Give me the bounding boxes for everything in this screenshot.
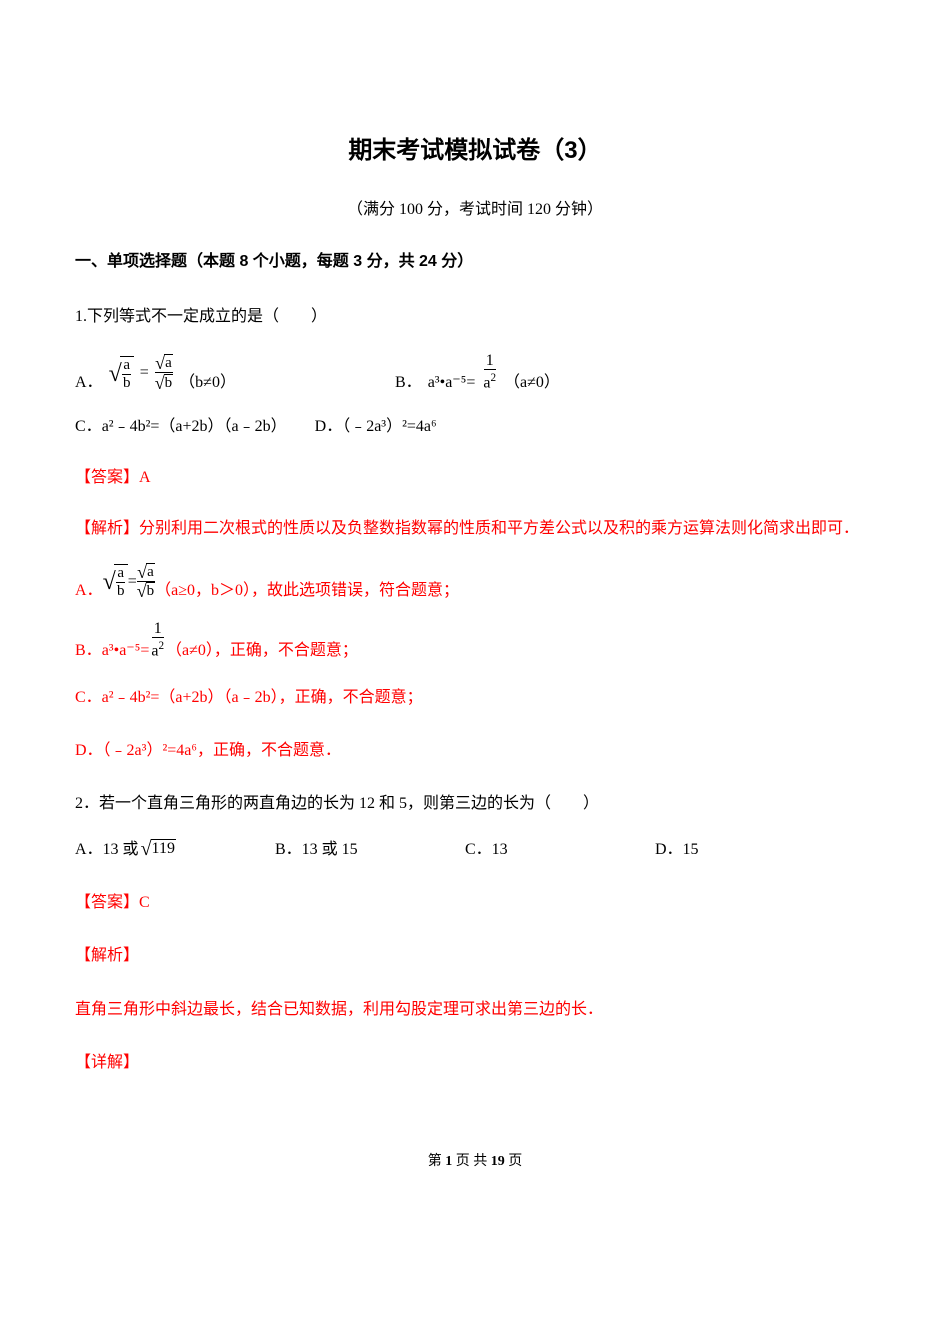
q1-ans-d: D．（﹣2a³）²=4a⁶，正确，不合题意． bbox=[75, 733, 875, 768]
q1-analysis: 【解析】分别利用二次根式的性质以及负整数指数幂的性质和平方差公式以及积的乘方运算… bbox=[75, 513, 875, 545]
sqrt-fraction-icon: √ a b bbox=[103, 564, 128, 600]
page-footer: 第 1 页 共 19 页 bbox=[75, 1150, 875, 1170]
q2-options: A．13 或 √119 B．13 或 15 C．13 D．15 bbox=[75, 835, 875, 859]
q2-option-a: A．13 或 √119 bbox=[75, 835, 275, 859]
q1-options-row2: C．a²﹣4b²=（a+2b）（a﹣2b） D．（﹣2a³）²=4a⁶ bbox=[75, 412, 875, 436]
q2-option-d: D．15 bbox=[655, 835, 699, 859]
q1-option-b: B． a³•a⁻⁵= 1 a2 （a≠0） bbox=[395, 352, 560, 391]
q1-ans-a: A． √ a b = √a √b （a≥0，b＞0），故此选项错误，符合题意； bbox=[75, 563, 875, 601]
q1-d-label: D． bbox=[315, 418, 343, 435]
q1-c-label: C． bbox=[75, 418, 102, 435]
fraction-of-sqrts-icon: √a √b bbox=[137, 563, 155, 601]
q1-answer: 【答案】A bbox=[75, 460, 875, 495]
q1-option-a: A． √ a b = √a √b （b≠0） bbox=[75, 354, 395, 392]
exam-subheader: （满分 100 分，考试时间 120 分钟） bbox=[75, 195, 875, 219]
fraction-icon: 1 a2 bbox=[481, 352, 498, 391]
q2-analysis-text: 直角三角形中斜边最长，结合已知数据，利用勾股定理可求出第三边的长． bbox=[75, 992, 875, 1027]
q2-option-c: C．13 bbox=[465, 835, 655, 859]
q2-option-b: B．13 或 15 bbox=[275, 835, 465, 859]
q1-options-row1: A． √ a b = √a √b （b≠0） B． a³•a⁻⁵= 1 bbox=[75, 352, 875, 391]
q1-d-text: （﹣2a³）²=4a⁶ bbox=[342, 418, 436, 435]
q1-stem: 1.下列等式不一定成立的是（ ） bbox=[75, 299, 875, 334]
fraction-of-sqrts-icon: √a √b bbox=[155, 354, 173, 392]
q1-ans-c: C．a²﹣4b²=（a+2b）（a﹣2b），正确，不合题意； bbox=[75, 680, 875, 715]
q1-b-label: B． bbox=[395, 368, 422, 392]
exam-page: 期末考试模拟试卷（3） （满分 100 分，考试时间 120 分钟） 一、单项选… bbox=[0, 0, 950, 1210]
q1-ans-b: B． a³•a⁻⁵= 1 a2 （a≠0），正确，不合题意； bbox=[75, 620, 875, 659]
fraction-icon: 1 a2 bbox=[149, 620, 166, 659]
q1-b-lhs: a³•a⁻⁵= bbox=[428, 372, 476, 392]
exam-title: 期末考试模拟试卷（3） bbox=[75, 130, 875, 165]
section-1-heading: 一、单项选择题（本题 8 个小题，每题 3 分，共 24 分） bbox=[75, 247, 875, 271]
q2-detail-label: 【详解】 bbox=[75, 1045, 875, 1080]
sqrt-icon: √119 bbox=[141, 839, 176, 859]
q2-stem: 2．若一个直角三角形的两直角边的长为 12 和 5，则第三边的长为（ ） bbox=[75, 786, 875, 821]
sqrt-fraction-icon: √ a b bbox=[109, 356, 134, 392]
q1-a-label: A． bbox=[75, 368, 103, 392]
q1-c-text: a²﹣4b²=（a+2b）（a﹣2b） bbox=[102, 418, 287, 435]
page-total: 19 bbox=[491, 1154, 505, 1169]
q2-answer: 【答案】C bbox=[75, 885, 875, 920]
q1-a-tail: （b≠0） bbox=[179, 368, 236, 392]
q1-b-tail: （a≠0） bbox=[504, 368, 560, 392]
q2-analysis-label: 【解析】 bbox=[75, 938, 875, 973]
